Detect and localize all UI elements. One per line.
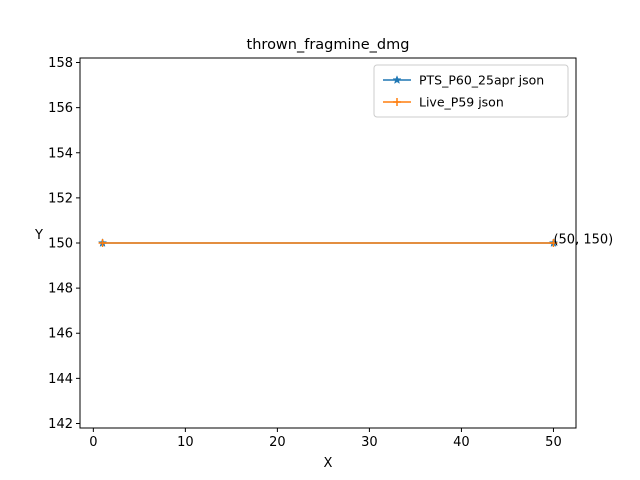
y-tick-label: 158 — [48, 56, 73, 71]
legend: PTS_P60_25apr json Live_P59 json — [373, 64, 569, 118]
x-tick-label: 10 — [177, 435, 194, 450]
legend-item: PTS_P60_25apr json — [383, 73, 544, 88]
axis-ticks: 0 10 20 30 40 50 142 144 146 148 150 152 154 156 158 — [48, 56, 562, 450]
y-tick-label: 148 — [48, 282, 73, 297]
series-point — [392, 75, 402, 84]
y-tick-label: 156 — [48, 101, 73, 116]
x-tick-label: 30 — [361, 435, 378, 450]
x-tick-label: 40 — [453, 435, 470, 450]
legend-label: PTS_P60_25apr json — [419, 73, 544, 88]
annotations: (50, 150) — [553, 233, 613, 248]
y-tick-label: 154 — [48, 146, 73, 161]
y-tick-label: 142 — [48, 417, 73, 432]
legend-label: Live_P59 json — [419, 95, 504, 110]
x-tick-label: 20 — [269, 435, 286, 450]
y-axis-label: Y — [34, 228, 43, 243]
x-axis-label: X — [324, 456, 333, 471]
x-tick-label: 50 — [545, 435, 562, 450]
y-tick-label: 152 — [48, 191, 73, 206]
data-annotation: (50, 150) — [553, 233, 613, 248]
y-tick-label: 144 — [48, 372, 73, 387]
x-tick-label: 0 — [89, 435, 97, 450]
legend-item: Live_P59 json — [383, 95, 504, 110]
series-2 — [98, 239, 558, 247]
series-point — [98, 239, 107, 247]
series-group — [97, 238, 559, 247]
y-tick-label: 150 — [48, 237, 73, 252]
legend-box — [373, 64, 569, 118]
series-point — [549, 239, 558, 247]
series-point — [393, 98, 401, 106]
chart-title: thrown_fragmine_dmg — [247, 37, 410, 53]
y-tick-label: 146 — [48, 327, 73, 342]
